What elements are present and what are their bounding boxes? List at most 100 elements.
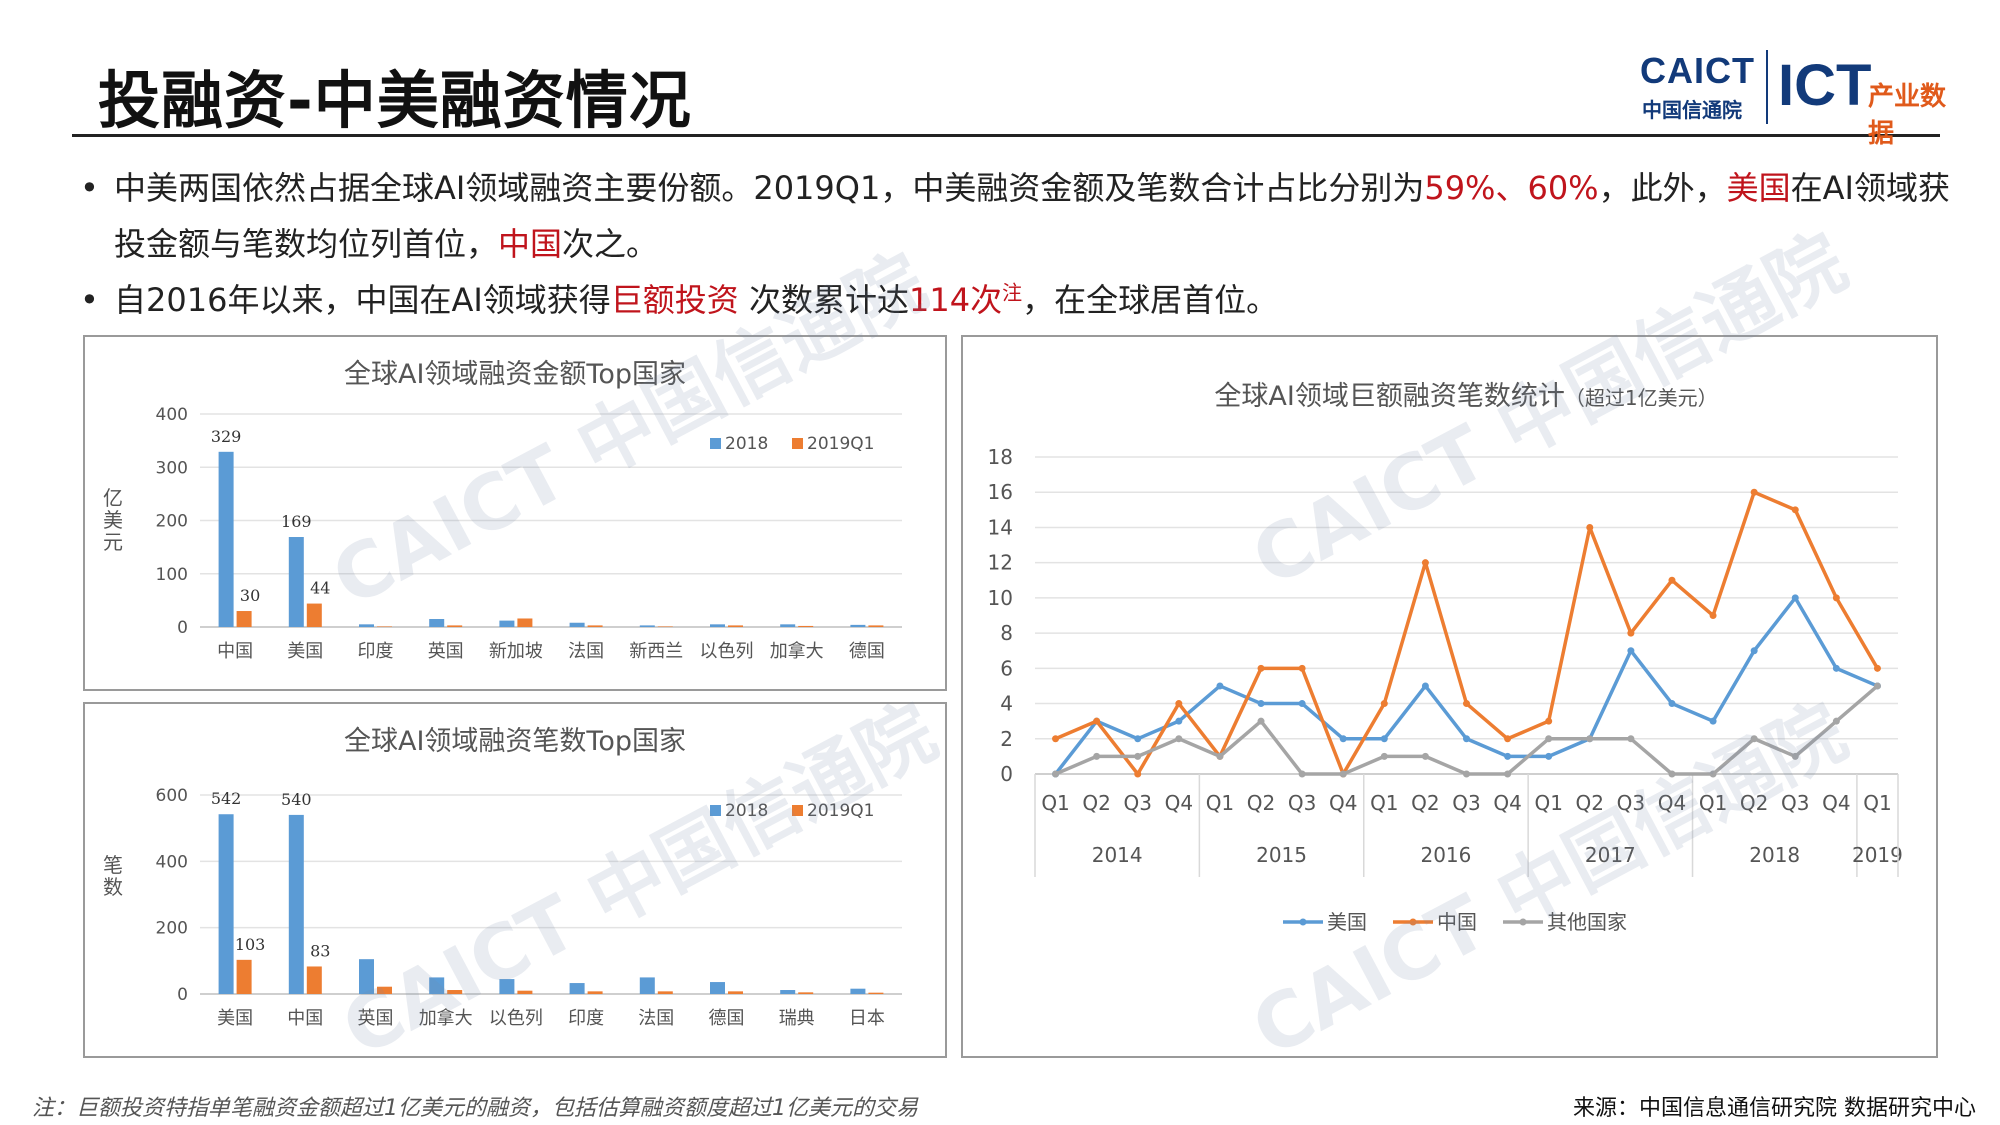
data-point [1093,717,1101,725]
bar-blue [569,983,585,994]
chart-title: 全球AI领域融资笔数Top国家 [344,726,686,757]
bar-blue [288,537,304,627]
y-tick-label: 0 [177,985,188,1005]
y-tick-label: 600 [156,786,188,806]
logo-data-text: 产业数据 [1868,82,1947,149]
bullet-1: 中美两国依然占据全球AI领域融资主要份额。2019Q1，中美融资金额及笔数合计占… [80,160,1960,272]
bar-orange [447,990,463,994]
year-label: 2014 [1092,843,1143,867]
x-tick-label: 瑞典 [779,1008,815,1029]
y-tick-label: 14 [988,515,1013,539]
y-tick-label: 8 [1000,621,1013,645]
y-tick-label: 12 [988,551,1013,575]
x-tick-label: Q1 [1370,791,1398,815]
x-tick-label: Q1 [1863,791,1891,815]
y-tick-label: 100 [156,565,188,585]
y-tick-label: 0 [1000,762,1013,786]
amount-chart-panel: 全球AI领域融资金额Top国家 0 100 200 300 400 亿美元中国 美国 印度 英国 新… [83,335,947,691]
logo-ict-text: ICT [1778,53,1872,118]
data-point [1216,752,1224,760]
y-tick-label: 10 [988,586,1013,610]
y-tick-label: 0 [177,618,188,638]
data-point [1504,752,1512,760]
bar-orange [447,625,463,627]
data-point [1668,700,1676,708]
count-chart-panel: 全球AI领域融资笔数Top国家 0 200 400 600 笔数美国 中国 英国 加拿大 以色列 印… [83,702,947,1058]
data-point [1134,770,1142,778]
legend-marker [1299,918,1307,926]
bar-orange [377,626,392,627]
bar-blue [850,624,866,627]
data-point [1298,770,1306,778]
caict-logo: CAICT 中国信通院 ICT 产业数据 [1640,50,1970,149]
chart-title-main: 全球AI领域巨额融资笔数统计 [1214,381,1564,412]
x-tick-label: Q4 [1165,791,1193,815]
year-label: 2019 [1852,843,1903,867]
footnote: 注：巨额投资特指单笔融资金额超过1亿美元的融资，包括估算融资额度超过1亿美元的交… [32,1096,918,1121]
x-tick-label: 中国 [217,641,253,662]
data-label: 540 [281,790,312,809]
data-point [1586,735,1594,743]
data-point [1750,735,1758,743]
bullet-1-text-1: 中美两国依然占据全球AI领域融资主要份额。2019Q1，中美融资金额及笔数合计占… [114,169,1425,207]
data-point [1873,682,1881,690]
chart-subtitle: （超过1亿美元） [1565,386,1718,410]
bar-blue [710,624,725,627]
legend-label: 其他国家 [1547,910,1627,934]
data-point [1463,700,1470,708]
x-tick-label: 加拿大 [770,640,824,662]
x-tick-label: 印度 [358,641,394,662]
bullet-2: 自2016年以来，中国在AI领域获得巨额投资 次数累计达114次注，在全球居首位… [80,272,1960,328]
data-point [1709,612,1717,619]
summary-bullets: 中美两国依然占据全球AI领域融资主要份额。2019Q1，中美融资金额及笔数合计占… [80,160,1960,328]
x-tick-label: 德国 [709,1008,745,1029]
x-tick-label: Q4 [1822,791,1850,815]
x-tick-label: 新加坡 [489,641,543,662]
bar-orange [236,611,252,627]
bar-blue [710,982,725,994]
bar-orange [517,618,533,627]
bar-blue [359,959,374,994]
y-axis-label: 元 [103,530,123,554]
y-tick-label: 200 [156,919,188,939]
mega-line-chart: 全球AI领域巨额融资笔数统计（超过1亿美元） 0 2 4 6 8 10 12 14 16 18 Q1 Q… [988,381,1903,934]
data-point [1627,647,1635,655]
x-tick-label: 美国 [287,641,323,662]
bullet-2-count: 114次 [908,281,1003,319]
y-axis-label: 笔 [103,853,123,877]
bar-orange [587,625,603,627]
x-tick-label: 印度 [568,1008,604,1029]
bar-orange [728,991,743,994]
year-label: 2016 [1420,843,1471,867]
data-point [1504,770,1512,778]
y-axis-label: 美 [103,508,123,532]
page-title: 投融资-中美融资情况 [98,64,692,137]
x-tick-label: 法国 [568,641,604,662]
data-point [1504,735,1512,743]
data-point [1668,576,1676,584]
legend-label: 中国 [1437,910,1477,934]
x-tick-label: Q4 [1329,791,1357,815]
x-tick-label: Q3 [1288,791,1316,815]
bar-blue [499,979,515,994]
bullet-1-percent: 59%、60% [1424,169,1599,207]
y-axis-label: 数 [103,875,123,899]
x-tick-label: Q4 [1493,791,1521,815]
data-label: 329 [211,427,242,446]
legend-label: 2018 [725,434,768,454]
data-point [1750,647,1758,655]
x-tick-label: Q2 [1576,791,1604,815]
y-tick-label: 2 [1000,727,1013,751]
logo-caict-cn-text: 中国信通院 [1642,98,1742,122]
x-tick-label: Q3 [1781,791,1809,815]
legend-swatch [792,805,803,816]
title-divider [72,134,1940,137]
bullet-1-text-2: ，此外， [1598,169,1727,207]
bar-orange [377,986,392,994]
data-point [1134,752,1142,760]
bar-blue [780,624,796,627]
bar-orange [587,991,603,994]
x-tick-label: Q1 [1699,791,1727,815]
